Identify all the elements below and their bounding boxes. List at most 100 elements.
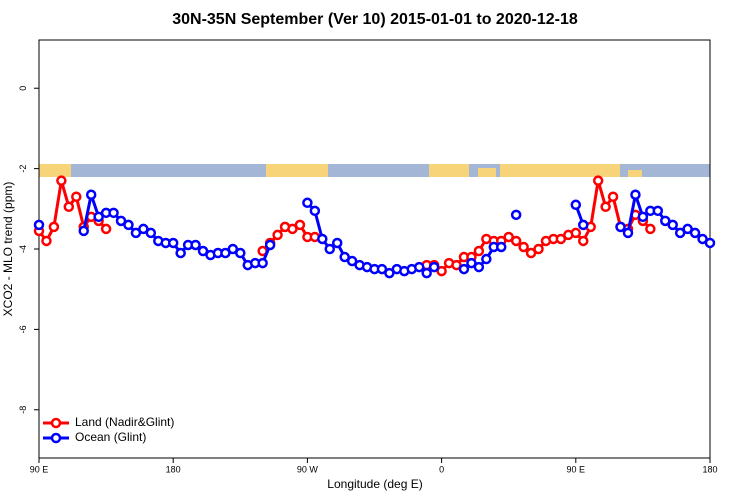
y-tick-label: -2 bbox=[18, 165, 28, 173]
data-point bbox=[704, 237, 716, 249]
x-tick-label: 90 E bbox=[30, 464, 49, 474]
data-point bbox=[294, 219, 306, 231]
data-point bbox=[63, 201, 75, 213]
series bbox=[33, 188, 716, 279]
data-point bbox=[85, 189, 97, 200]
data-point bbox=[331, 237, 343, 249]
data-point bbox=[458, 263, 470, 275]
data-point bbox=[317, 233, 328, 245]
data-point bbox=[48, 221, 60, 233]
data-point bbox=[33, 219, 45, 231]
data-point bbox=[235, 247, 246, 259]
data-point bbox=[376, 263, 388, 275]
data-point bbox=[518, 241, 529, 253]
data-point bbox=[71, 191, 82, 202]
data-point bbox=[287, 223, 298, 235]
data-point bbox=[592, 175, 604, 186]
data-point bbox=[481, 253, 492, 265]
y-axis-label: XCO2 - MLO trend (ppm) bbox=[1, 182, 15, 317]
data-point bbox=[421, 267, 432, 279]
legend-marker bbox=[50, 432, 62, 444]
data-point bbox=[503, 231, 514, 243]
data-point bbox=[302, 197, 313, 209]
data-point bbox=[324, 243, 336, 255]
data-point bbox=[570, 199, 582, 211]
data-point bbox=[630, 189, 641, 200]
land-band bbox=[429, 164, 469, 177]
data-point bbox=[578, 219, 589, 231]
x-tick-label: 90 E bbox=[567, 464, 586, 474]
data-point bbox=[264, 239, 276, 251]
data-point bbox=[138, 223, 149, 235]
data-point bbox=[309, 205, 321, 217]
land-band bbox=[478, 168, 496, 177]
land-band bbox=[628, 170, 642, 177]
data-point bbox=[697, 233, 708, 245]
legend-label: Land (Nadir&Glint) bbox=[75, 415, 174, 429]
data-point bbox=[100, 223, 112, 235]
data-point bbox=[339, 251, 350, 263]
data-point bbox=[436, 265, 447, 277]
data-point bbox=[78, 225, 89, 237]
y-tick-label: -6 bbox=[18, 325, 28, 333]
data-point bbox=[578, 235, 589, 247]
y-tick-label: -8 bbox=[18, 406, 28, 414]
data-point bbox=[510, 209, 522, 221]
data-point bbox=[197, 245, 209, 257]
data-point bbox=[615, 221, 626, 233]
chart-title: 30N-35N September (Ver 10) 2015-01-01 to… bbox=[172, 11, 578, 28]
data-point bbox=[384, 267, 395, 279]
data-point bbox=[525, 247, 537, 259]
legend-marker bbox=[50, 417, 62, 429]
land-band bbox=[266, 164, 328, 177]
data-point bbox=[607, 191, 619, 202]
data-point bbox=[555, 233, 567, 245]
data-point bbox=[495, 241, 507, 253]
data-point bbox=[645, 223, 656, 235]
data-point bbox=[123, 219, 134, 231]
x-axis-label: Longitude (deg E) bbox=[327, 477, 422, 491]
data-point bbox=[115, 215, 127, 227]
data-point bbox=[145, 227, 157, 239]
legend: Land (Nadir&Glint)Ocean (Glint) bbox=[43, 415, 174, 444]
data-point bbox=[93, 211, 104, 223]
data-point bbox=[272, 229, 283, 241]
data-point bbox=[674, 227, 686, 239]
data-point bbox=[413, 261, 425, 273]
land-band bbox=[500, 164, 620, 177]
x-tick-label: 90 W bbox=[297, 464, 319, 474]
x-tick-label: 0 bbox=[439, 464, 444, 474]
data-point bbox=[257, 257, 268, 269]
land-band bbox=[39, 164, 71, 177]
data-point bbox=[466, 257, 477, 269]
x-tick-label: 180 bbox=[166, 464, 181, 474]
data-point bbox=[451, 259, 462, 271]
data-point bbox=[130, 227, 142, 239]
data-point bbox=[667, 219, 678, 231]
data-point bbox=[570, 227, 582, 239]
y-tick-label: 0 bbox=[18, 86, 28, 91]
data-point bbox=[175, 247, 186, 259]
x-tick-label: 180 bbox=[702, 464, 717, 474]
data-point bbox=[637, 211, 649, 223]
data-point bbox=[220, 247, 231, 259]
data-point bbox=[600, 201, 611, 213]
data-point bbox=[510, 235, 522, 247]
data-point bbox=[428, 261, 440, 273]
data-point bbox=[689, 227, 701, 239]
legend-label: Ocean (Glint) bbox=[75, 430, 146, 444]
y-tick-label: -4 bbox=[18, 245, 28, 253]
data-point bbox=[167, 237, 179, 249]
data-point bbox=[652, 205, 664, 217]
data-point bbox=[622, 227, 634, 239]
data-point bbox=[682, 223, 693, 235]
data-point bbox=[190, 239, 201, 251]
data-point bbox=[227, 243, 239, 255]
data-point bbox=[473, 261, 485, 273]
data-point bbox=[660, 215, 671, 227]
data-point bbox=[533, 243, 544, 255]
data-point bbox=[41, 235, 52, 247]
data-point bbox=[346, 255, 358, 267]
